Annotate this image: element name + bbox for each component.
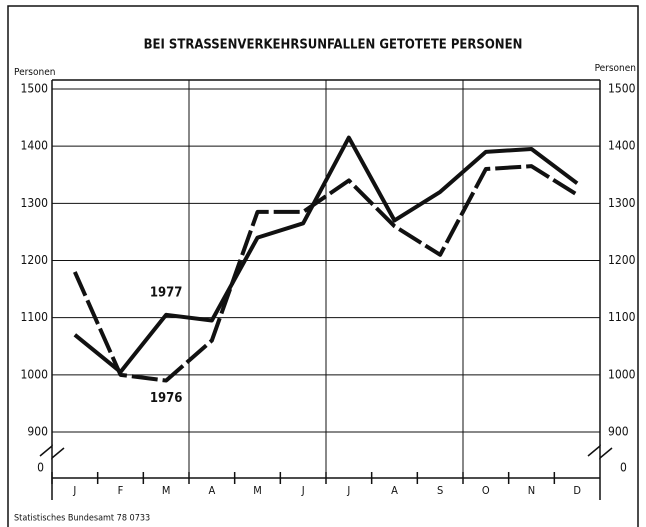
frame (7, 5, 639, 527)
y-tick-label: 1100 (21, 310, 49, 324)
x-tick-label: N (528, 484, 535, 497)
x-tick-label: D (573, 484, 581, 497)
x-tick-label: J (301, 484, 305, 497)
y2-tick-label: 1500 (608, 82, 636, 96)
y2-tick-label: 0 (620, 461, 627, 475)
y2-tick-label: 1300 (608, 196, 636, 210)
y-tick-label: 1200 (21, 253, 49, 267)
y2-tick-label: 1100 (608, 310, 636, 324)
x-tick-label: S (437, 484, 443, 497)
x-tick-label: M (253, 484, 262, 497)
x-tick-label: F (118, 484, 124, 497)
y2-tick-label: 900 (608, 425, 629, 439)
x-tick-label: M (162, 484, 171, 497)
series-label: 1976 (150, 391, 183, 406)
y-axis-label: Personen (14, 67, 55, 78)
x-tick-label: A (208, 484, 215, 497)
y2-tick-label: 1400 (608, 139, 636, 153)
x-tick-label: J (72, 484, 76, 497)
y-tick-label: 900 (27, 425, 48, 439)
axis-break (587, 444, 613, 460)
source: Statistisches Bundesamt 78 0733 (14, 514, 150, 524)
series-label: 1977 (150, 285, 183, 300)
y2-tick-label: 1200 (608, 253, 636, 267)
y-tick-label: 1500 (21, 82, 49, 96)
series-line (73, 135, 579, 374)
chart-title: BEI STRASSENVERKEHRSUNFALLEN GETOTETE PE… (144, 38, 523, 53)
x-tick-label: J (346, 484, 350, 497)
y-tick-label: 1400 (21, 139, 49, 153)
y-tick-label: 1300 (21, 196, 49, 210)
y2-tick-label: 1000 (608, 367, 636, 381)
x-tick-label: A (391, 484, 398, 497)
y-tick-label: 1000 (21, 367, 49, 381)
y2-axis-label: Personen (595, 63, 636, 74)
x-tick-label: O (482, 484, 490, 497)
axis-break (39, 444, 65, 460)
y-tick-label: 0 (37, 461, 44, 475)
